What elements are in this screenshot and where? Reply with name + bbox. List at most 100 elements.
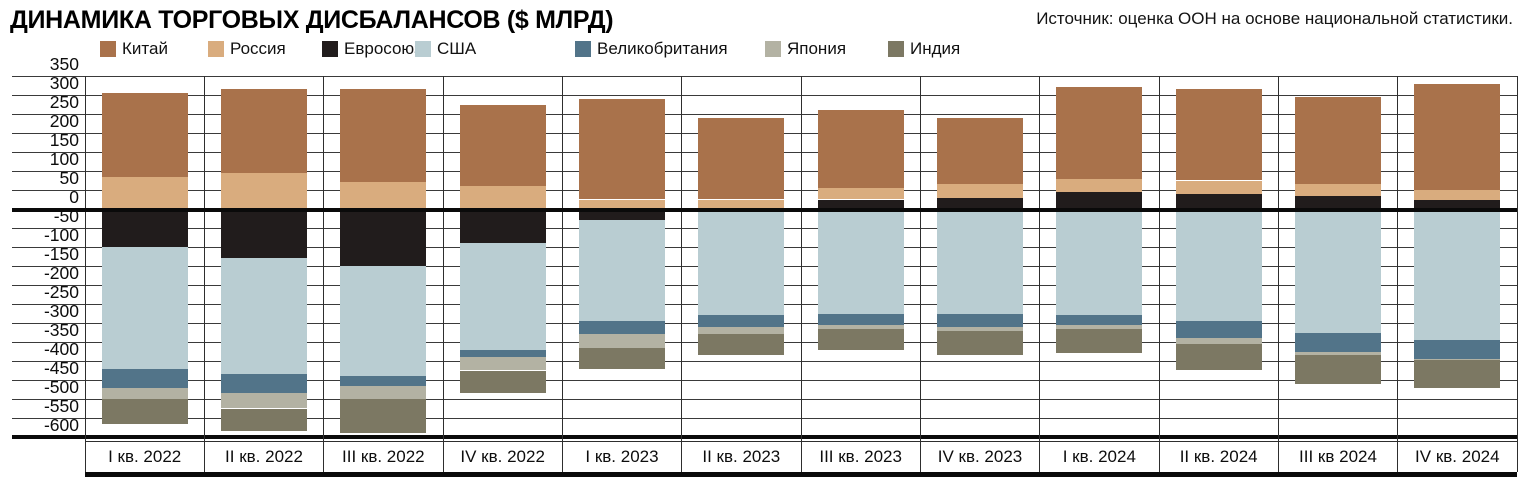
legend-label: США bbox=[437, 39, 477, 58]
bar-segment-Россия bbox=[698, 199, 785, 209]
column-separator bbox=[1516, 76, 1518, 472]
bar-segment-Евросоюз bbox=[1414, 199, 1501, 209]
x-tick-label: I кв. 2023 bbox=[585, 447, 659, 466]
x-label-row-top-line bbox=[85, 441, 1517, 442]
y-tick-label: -100 bbox=[43, 225, 79, 245]
bar-segment-США bbox=[817, 209, 904, 314]
x-tick-label: IV кв. 2023 bbox=[937, 447, 1023, 466]
bar-segment-США bbox=[1175, 209, 1262, 322]
column-separator bbox=[1158, 76, 1160, 472]
bar-segment-Китай bbox=[817, 110, 904, 189]
legend-label: Евросоюз bbox=[344, 39, 422, 58]
x-tick-label: III кв. 2023 bbox=[819, 447, 902, 466]
bar-segment-Евросоюз bbox=[937, 197, 1023, 209]
bar-segment-США bbox=[101, 247, 188, 369]
bar-segment-Китай bbox=[1175, 89, 1262, 181]
bar-segment-Россия bbox=[1056, 178, 1143, 192]
bar-segment-Китай bbox=[340, 89, 427, 183]
bottom-rule bbox=[85, 472, 1517, 477]
legend-item: Россия bbox=[208, 40, 286, 58]
y-tick-label: -550 bbox=[43, 396, 79, 416]
legend-swatch bbox=[575, 41, 591, 57]
legend-label: Япония bbox=[787, 39, 847, 58]
y-tick-label: -350 bbox=[43, 320, 79, 340]
grid-line bbox=[12, 399, 1517, 400]
bar-segment-Евросоюз bbox=[101, 209, 188, 247]
bar-segment-Россия bbox=[101, 176, 188, 209]
legend-swatch bbox=[100, 41, 116, 57]
x-tick-label: III кв 2024 bbox=[1299, 447, 1377, 466]
bar-segment-Индия bbox=[817, 328, 904, 350]
x-tick-label: III кв. 2022 bbox=[342, 447, 425, 466]
y-tick-label: -500 bbox=[43, 377, 79, 397]
grid-line bbox=[12, 361, 1517, 362]
x-tick-label: IV кв. 2024 bbox=[1415, 447, 1500, 466]
bar-segment-США bbox=[340, 266, 427, 377]
bar-segment-Китай bbox=[1414, 83, 1501, 190]
bar-segment-Великобритания bbox=[101, 368, 188, 388]
bar-segment-Великобритания bbox=[221, 374, 307, 394]
bar-segment-Евросоюз bbox=[1056, 191, 1143, 209]
legend-swatch bbox=[765, 41, 781, 57]
y-tick-label: 350 bbox=[49, 54, 79, 74]
column-separator bbox=[1039, 76, 1041, 472]
bar-segment-Великобритания bbox=[1175, 321, 1262, 339]
bar-segment-США bbox=[459, 243, 546, 350]
column-separator bbox=[919, 76, 921, 472]
bar-segment-Россия bbox=[1414, 190, 1501, 200]
bar-segment-Россия bbox=[340, 182, 427, 209]
bar-segment-Евросоюз bbox=[1175, 193, 1262, 209]
legend-label: Китай bbox=[122, 39, 168, 58]
bar-segment-Россия bbox=[221, 172, 307, 209]
x-tick-label: II кв. 2022 bbox=[225, 447, 303, 466]
column-separator bbox=[800, 76, 802, 472]
column-separator bbox=[1277, 76, 1279, 472]
grid-line bbox=[12, 95, 1517, 96]
column-separator bbox=[442, 76, 444, 472]
grid-line bbox=[12, 418, 1517, 419]
column-separator bbox=[203, 76, 205, 472]
column-separator bbox=[681, 76, 683, 472]
y-tick-label: 150 bbox=[49, 130, 79, 150]
bar-segment-Великобритания bbox=[1414, 340, 1501, 360]
legend-label: Индия bbox=[910, 39, 961, 58]
legend-item: Китай bbox=[100, 40, 168, 58]
bar-segment-Индия bbox=[340, 399, 427, 434]
bar-segment-Япония bbox=[1056, 324, 1143, 329]
bar-segment-Китай bbox=[698, 117, 785, 200]
bar-segment-Великобритания bbox=[698, 315, 785, 327]
bar-segment-США bbox=[1414, 209, 1501, 341]
bar-segment-Евросоюз bbox=[459, 209, 546, 244]
y-tick-label: 50 bbox=[59, 168, 79, 188]
bar-segment-Индия bbox=[101, 399, 188, 424]
bar-segment-Китай bbox=[221, 89, 307, 173]
bar-segment-Великобритания bbox=[937, 313, 1023, 327]
legend-item: Япония bbox=[765, 40, 846, 58]
bar-segment-Япония bbox=[937, 326, 1023, 331]
bar-segment-Япония bbox=[817, 324, 904, 329]
bar-segment-Россия bbox=[459, 186, 546, 209]
x-tick-label: II кв. 2023 bbox=[702, 447, 781, 466]
bar-segment-Япония bbox=[1414, 359, 1501, 360]
column-separator bbox=[1397, 76, 1399, 472]
bar-segment-Индия bbox=[579, 347, 665, 369]
bar-segment-Великобритания bbox=[1056, 315, 1143, 325]
bar-segment-Япония bbox=[340, 385, 427, 399]
y-tick-label: 0 bbox=[69, 187, 79, 207]
bar-segment-США bbox=[698, 210, 785, 316]
x-tick-label: IV кв. 2022 bbox=[460, 447, 545, 466]
legend-label: Великобритания bbox=[597, 39, 728, 58]
bar-segment-Япония bbox=[101, 387, 188, 399]
y-tick-label: -450 bbox=[43, 358, 79, 378]
bar-segment-США bbox=[221, 258, 307, 375]
bar-segment-Россия bbox=[817, 188, 904, 200]
page-title: ДИНАМИКА ТОРГОВЫХ ДИСБАЛАНСОВ ($ МЛРД) bbox=[10, 6, 614, 34]
bar-segment-Индия bbox=[459, 370, 546, 394]
bar-segment-Япония bbox=[698, 326, 785, 335]
grid-line-min bbox=[12, 435, 1517, 439]
bar-segment-Япония bbox=[1295, 351, 1381, 356]
bar-segment-Япония bbox=[459, 357, 546, 371]
bar-segment-Великобритания bbox=[579, 321, 665, 335]
